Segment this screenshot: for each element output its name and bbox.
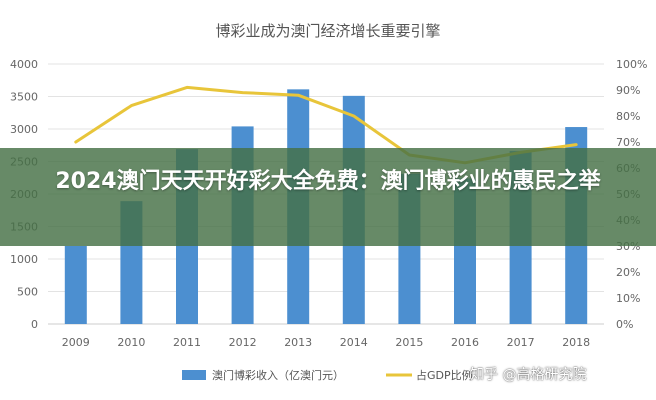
watermark: 知乎 @高格研究院: [470, 367, 587, 383]
y-right-tick-label: 20%: [616, 266, 640, 279]
y-left-tick-label: 3000: [10, 123, 38, 136]
y-left-tick-label: 500: [17, 286, 38, 299]
y-right-tick-label: 10%: [616, 292, 640, 305]
x-tick-label: 2018: [562, 336, 590, 349]
x-tick-label: 2016: [451, 336, 479, 349]
y-left-tick-label: 3500: [10, 91, 38, 104]
y-right-tick-label: 100%: [616, 58, 647, 71]
y-right-tick-label: 0%: [616, 318, 633, 331]
headline-banner: [0, 148, 656, 246]
y-left-tick-label: 1000: [10, 253, 38, 266]
legend-swatch-bar: [182, 370, 206, 380]
headline-text: 2024澳门天天开好彩大全免费：澳门博彩业的惠民之举: [55, 169, 601, 194]
x-tick-label: 2013: [284, 336, 312, 349]
x-tick-label: 2010: [117, 336, 145, 349]
y-right-tick-label: 80%: [616, 110, 640, 123]
y-right-tick-label: 90%: [616, 84, 640, 97]
x-tick-label: 2012: [229, 336, 257, 349]
x-tick-label: 2011: [173, 336, 201, 349]
x-tick-label: 2017: [507, 336, 535, 349]
y-left-tick-label: 0: [31, 318, 38, 331]
x-tick-label: 2015: [395, 336, 423, 349]
y-right-tick-label: 70%: [616, 136, 640, 149]
x-tick-label: 2014: [340, 336, 368, 349]
legend-label-bar: 澳门博彩收入（亿澳门元）: [212, 368, 344, 382]
y-left-tick-label: 4000: [10, 58, 38, 71]
legend-label-line: 占GDP比例: [416, 368, 473, 382]
chart-title: 博彩业成为澳门经济增长重要引擎: [215, 22, 440, 40]
x-tick-label: 2009: [62, 336, 90, 349]
bar-2009: [64, 246, 87, 324]
